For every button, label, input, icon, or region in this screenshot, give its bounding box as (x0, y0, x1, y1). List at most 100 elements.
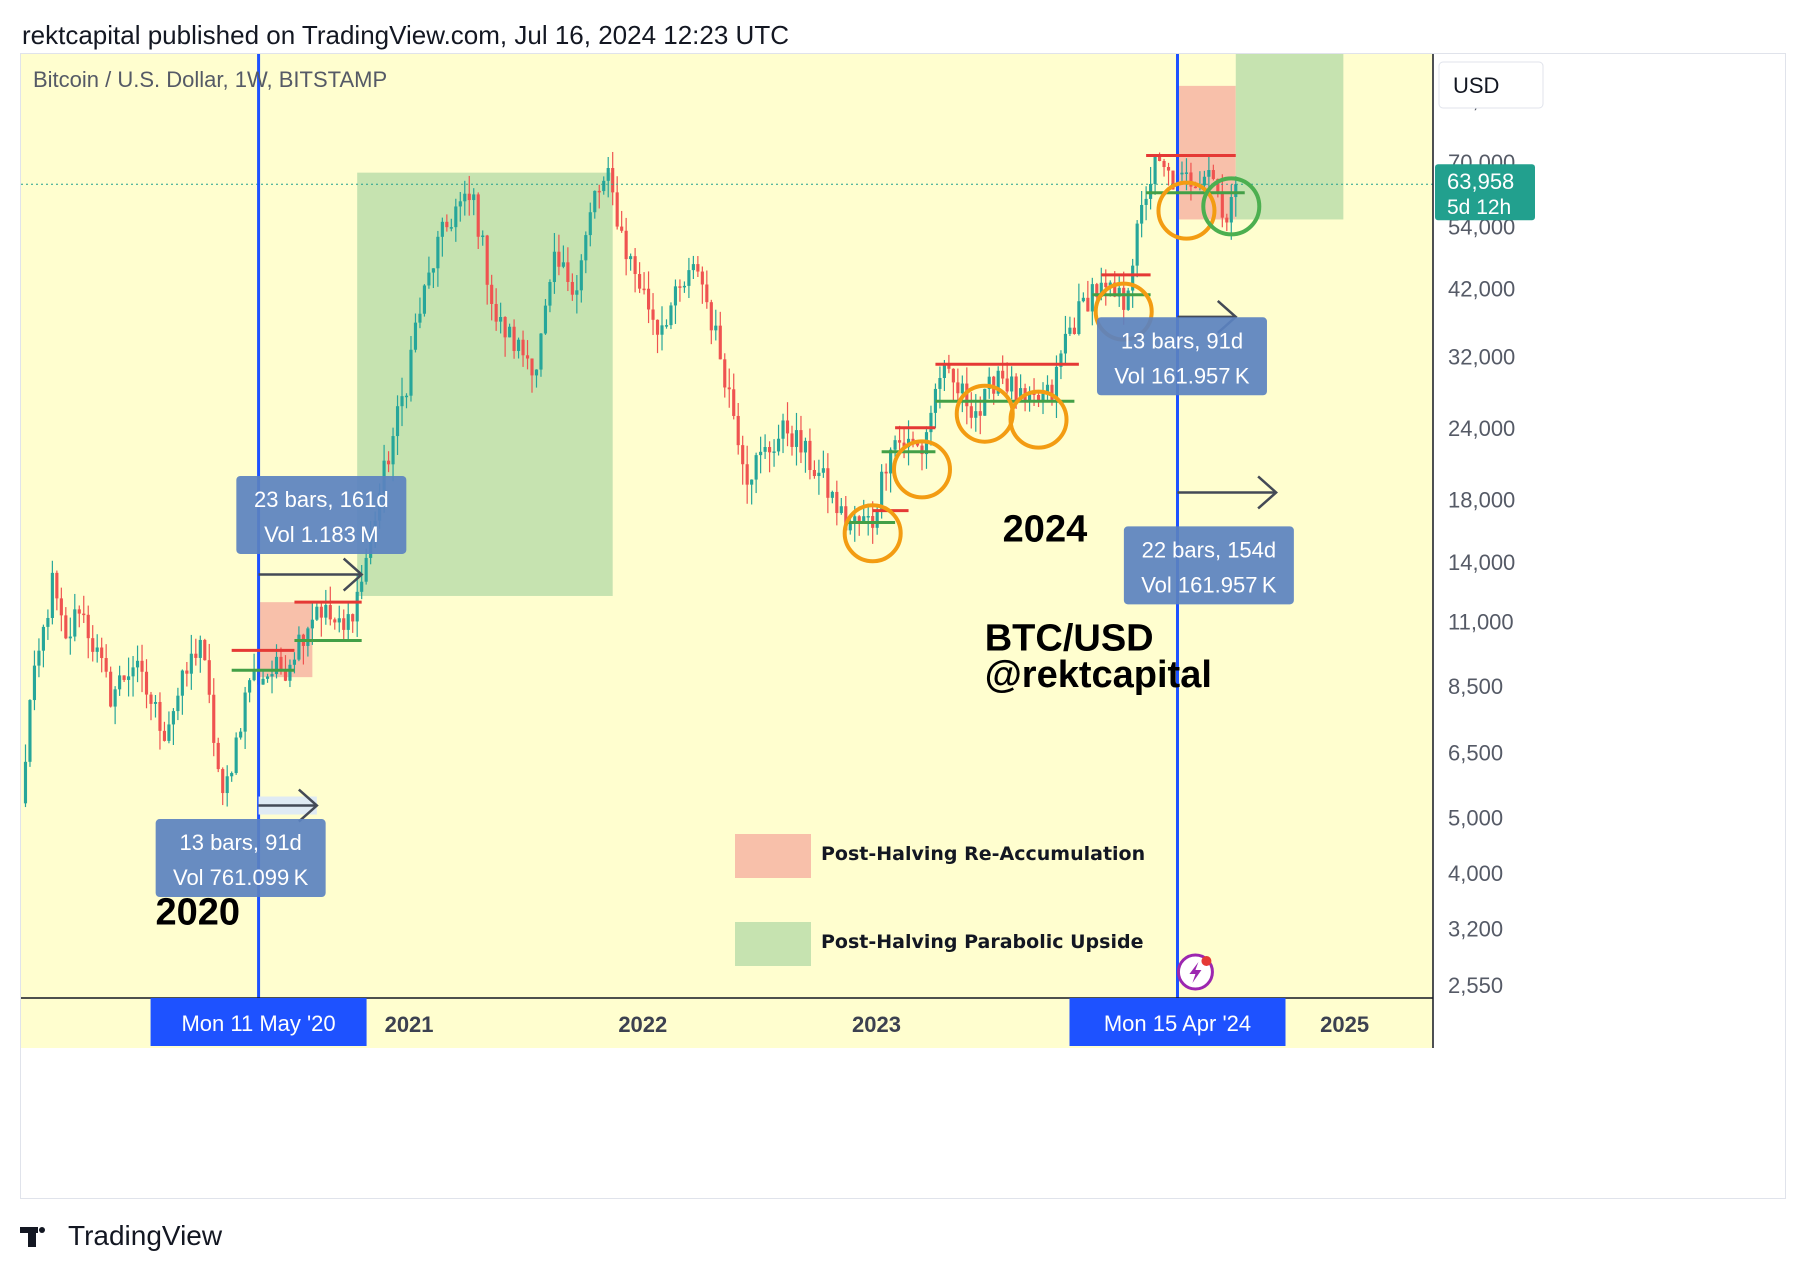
candle-body (427, 272, 431, 286)
candle (718, 311, 722, 360)
candle (248, 678, 252, 703)
candle (929, 405, 933, 446)
candle (691, 255, 695, 280)
candle-body (1068, 327, 1072, 334)
y-tick-label: 2,550 (1448, 973, 1503, 998)
candle (745, 445, 749, 504)
candle-body (808, 440, 812, 470)
candle-body (1207, 170, 1211, 177)
legend-label: Post-Halving Parabolic Upside (821, 931, 1143, 953)
candle-body (1225, 217, 1229, 223)
candle-body (431, 268, 435, 273)
candle-body (135, 660, 140, 668)
candle-body (292, 659, 297, 665)
candle-body (1090, 284, 1094, 312)
candle-body (212, 694, 216, 743)
candle (772, 439, 776, 467)
candle (485, 234, 489, 305)
candle (817, 459, 821, 495)
chart-container[interactable]: 23 bars, 161d Vol 1.183 M 13 bars, 91d Vol … (20, 53, 1786, 1199)
candle-body (525, 355, 530, 359)
candle (1036, 391, 1041, 408)
candle-body (534, 369, 539, 376)
candle-body (552, 251, 556, 283)
candle (884, 463, 888, 491)
candle-body (512, 326, 516, 352)
candle-body (440, 221, 444, 237)
candle-body (893, 440, 897, 450)
candle (1211, 164, 1215, 181)
candle-body (91, 638, 95, 652)
candle-body (46, 617, 50, 627)
candle-body (700, 271, 704, 285)
candle-body (768, 447, 772, 453)
candle (1140, 190, 1144, 238)
candle-body (221, 769, 225, 794)
candle (620, 210, 624, 233)
btc-weekly-chart[interactable]: 23 bars, 161d Vol 1.183 M 13 bars, 91d Vol … (21, 54, 1785, 1198)
candle-body (1045, 384, 1050, 394)
candle (1028, 386, 1032, 412)
candle-body (449, 227, 453, 229)
candle (508, 323, 512, 338)
candle (1054, 355, 1059, 419)
candle-body (799, 430, 803, 453)
candle (355, 574, 359, 637)
candle (969, 392, 973, 429)
candle (230, 771, 234, 782)
candle (1126, 287, 1130, 311)
candle-body (279, 656, 283, 671)
candle (467, 175, 471, 216)
retest-circle-1 (891, 439, 952, 500)
candle (95, 634, 99, 663)
candle (1077, 283, 1081, 336)
candle (324, 589, 328, 625)
candle-body (234, 737, 238, 774)
tradingview-brand[interactable]: TradingView (20, 1220, 222, 1252)
y-tick-label: 3,200 (1448, 917, 1503, 942)
candle-body (274, 656, 279, 675)
candle (180, 669, 184, 715)
candle (265, 673, 270, 683)
measure-box-bg (1096, 317, 1267, 396)
candle (167, 711, 171, 744)
candle-body (194, 653, 198, 658)
candle-body (736, 415, 740, 446)
candle-body (570, 281, 574, 295)
y-tick-label: 24,000 (1448, 416, 1515, 441)
candle-body (615, 192, 619, 227)
candle (588, 202, 592, 247)
candle (790, 425, 794, 456)
candle (759, 436, 763, 474)
candle (32, 650, 37, 711)
candle-body (942, 364, 946, 378)
candle (440, 217, 444, 257)
candle (449, 218, 453, 232)
candle-body (817, 472, 821, 477)
candle-body (1202, 176, 1206, 186)
candle-body (978, 411, 982, 416)
candle (606, 156, 610, 198)
halving-tag-bg (1069, 998, 1286, 1046)
candle (243, 686, 247, 750)
candle-body (1211, 170, 1215, 179)
candle-body (1059, 353, 1063, 367)
annotation-0: 2020 (155, 892, 240, 934)
candle-body (1144, 198, 1148, 205)
candle-body (158, 701, 162, 731)
candle (700, 266, 704, 304)
candle-body (346, 614, 350, 630)
candle-body (239, 731, 243, 738)
candle-body (59, 598, 63, 616)
candle-body (866, 516, 870, 518)
candle-body (467, 193, 471, 201)
candle (570, 273, 574, 301)
lightning-icon[interactable] (1176, 953, 1214, 991)
currency-selector[interactable]: USD (1438, 61, 1544, 109)
candle (404, 393, 409, 409)
candle (297, 626, 301, 662)
candle (1063, 315, 1068, 365)
candle (1180, 161, 1184, 184)
candle-body (857, 516, 861, 522)
candle (162, 721, 167, 742)
